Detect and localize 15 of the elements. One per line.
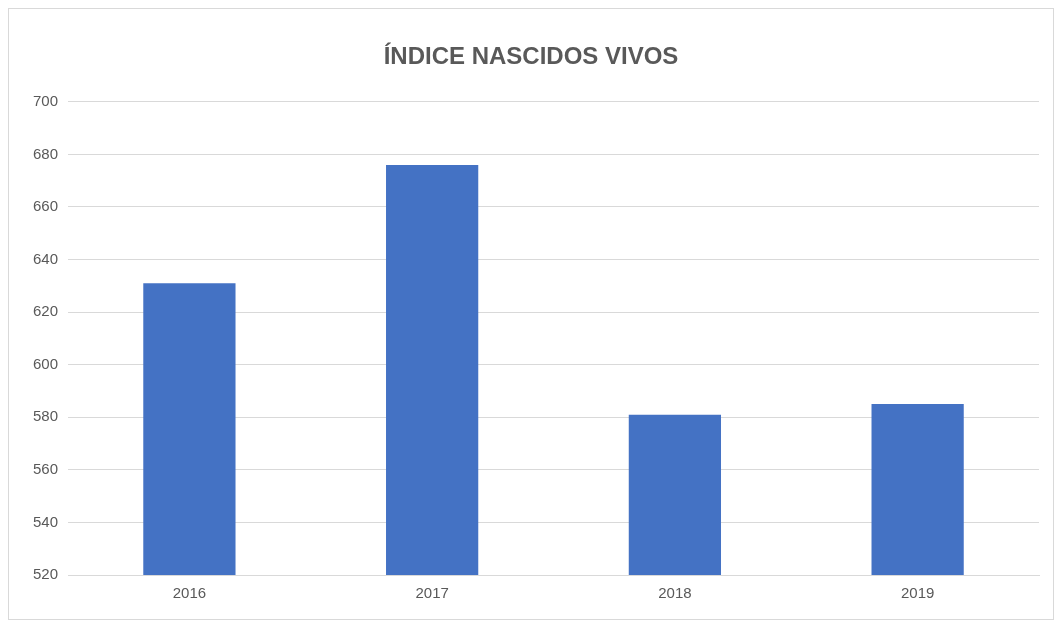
y-tick-label: 580 [33,407,59,425]
y-tick-label: 680 [33,144,59,162]
y-tick-label: 700 [33,91,59,109]
y-tick-label: 520 [33,565,59,583]
y-tick-label: 600 [33,354,59,372]
x-tick-label: 2016 [172,584,207,602]
y-tick-label: 540 [33,512,59,530]
y-tick-label: 660 [33,197,59,215]
x-tick-label: 2017 [415,584,449,602]
y-tick-label: 560 [33,459,59,477]
chart-title: ÍNDICE NASCIDOS VIVOS [383,42,679,70]
y-tick-label: 620 [33,302,59,320]
x-tick-label: 2018 [658,584,692,602]
y-tick-label: 640 [33,249,59,267]
x-tick-label: 2019 [900,584,935,602]
